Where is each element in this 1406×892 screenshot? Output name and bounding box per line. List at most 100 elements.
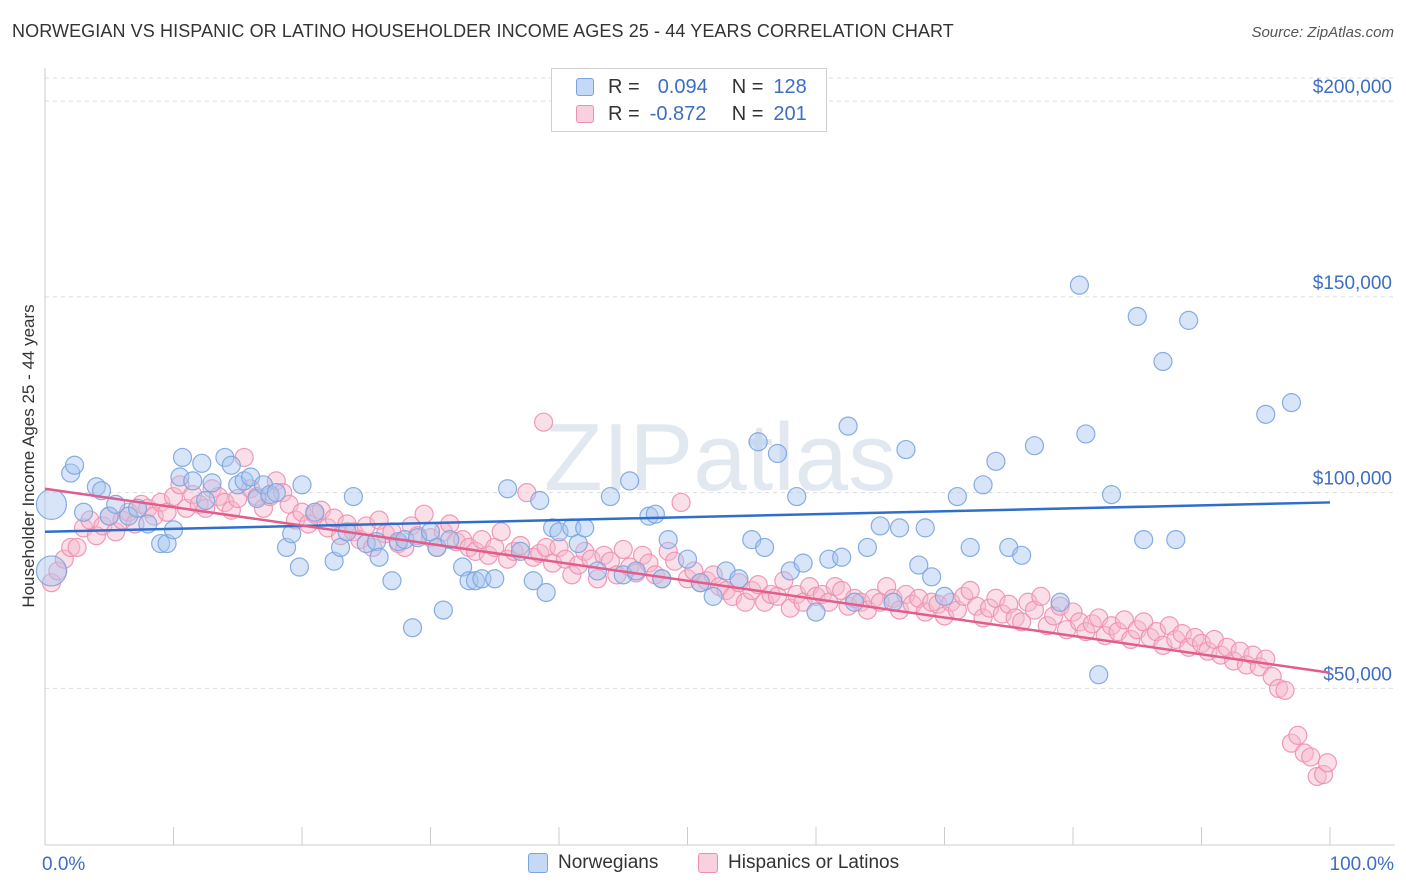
norwegian-point <box>1153 351 1173 372</box>
norwegian-point <box>1024 436 1045 456</box>
series-legend: Norwegians Hispanics or Latinos <box>0 852 1406 878</box>
hispanic-point <box>228 488 248 509</box>
norwegian-point <box>305 502 325 522</box>
norwegian-point <box>172 447 193 468</box>
hispanic-point <box>215 492 235 513</box>
norwegian-point <box>266 483 286 503</box>
norwegian-point <box>498 479 518 499</box>
norwegian-point <box>99 506 119 526</box>
legend-swatch-blue <box>576 78 594 96</box>
hispanic-point <box>61 537 81 558</box>
hispanic-point <box>54 549 74 569</box>
norwegian-point <box>402 618 423 638</box>
source-label: Source: ZipAtlas.com <box>1251 24 1394 41</box>
norwegian-point <box>922 567 942 587</box>
hispanic-point <box>684 561 704 581</box>
legend-item-hispanics[interactable]: Hispanics or Latinos <box>698 852 899 874</box>
hispanic-point <box>1031 586 1051 606</box>
norwegian-point <box>973 475 993 495</box>
hispanic-point <box>170 475 190 495</box>
norwegian-point <box>1281 393 1302 413</box>
trend-line-norwegians <box>44 501 1331 534</box>
norwegian-point <box>1166 530 1186 550</box>
norwegian-point <box>729 569 749 589</box>
norwegian-point <box>1050 592 1070 612</box>
norwegian-point <box>677 549 698 569</box>
norwegian-point <box>915 518 935 538</box>
norwegian-point <box>289 557 310 577</box>
hispanic-point <box>613 539 633 560</box>
hispanic-point <box>1275 680 1295 700</box>
norwegian-point <box>844 592 865 612</box>
hispanic-point <box>1301 747 1321 767</box>
hispanic-point <box>1317 753 1338 773</box>
norwegian-point <box>221 455 241 475</box>
hispanic-point <box>549 537 569 558</box>
legend-swatch-pink <box>698 853 718 873</box>
norwegian-point <box>620 471 640 491</box>
norwegian-point <box>382 571 402 591</box>
legend-swatch-blue <box>528 853 548 873</box>
hispanic-point <box>1281 733 1302 753</box>
legend-swatch-pink <box>576 105 594 123</box>
norwegian-point <box>787 486 807 507</box>
series-hispanics-points <box>41 412 1338 787</box>
norwegian-point <box>626 561 646 581</box>
hispanic-point <box>671 492 691 513</box>
norwegian-point <box>960 537 980 558</box>
hispanic-point <box>1288 725 1308 745</box>
norwegian-point <box>748 432 768 452</box>
r-label: R = <box>608 102 640 125</box>
norwegian-point <box>536 582 556 603</box>
norwegian-point <box>1069 275 1090 295</box>
n-value-hispanics: 201 <box>773 102 807 125</box>
norwegian-point <box>870 516 890 536</box>
hispanic-point <box>533 412 554 432</box>
norwegian-point <box>215 447 235 468</box>
norwegian-point <box>151 533 171 554</box>
norwegian-point <box>35 555 68 587</box>
norwegian-point <box>703 586 723 606</box>
norwegian-point <box>754 537 775 558</box>
norwegian-point <box>934 586 955 606</box>
r-value-hispanics: -0.872 <box>649 102 707 125</box>
hispanic-point <box>581 549 601 569</box>
norwegian-point <box>73 502 94 522</box>
norwegian-point <box>440 530 460 550</box>
r-label: R = <box>608 75 640 98</box>
y-tick-label: $50,000 <box>1323 664 1392 685</box>
tick-labels: $50,000 $100,000 $150,000 $200,000 0.0% 100.0… <box>42 77 1394 875</box>
norwegian-point <box>575 518 595 538</box>
legend-item-norwegians[interactable]: Norwegians <box>528 852 658 874</box>
n-label: N = <box>731 75 764 98</box>
norwegian-point <box>485 569 505 589</box>
hispanic-point <box>202 479 222 499</box>
norwegian-point <box>202 473 222 493</box>
norwegian-point <box>793 553 813 573</box>
hispanic-point <box>1037 616 1057 636</box>
norwegian-point <box>889 518 910 538</box>
stats-legend: R = 0.094 N = 128 R = -0.872 N = 201 <box>551 68 827 132</box>
norwegian-point <box>587 561 608 581</box>
norwegian-point <box>1134 530 1154 550</box>
x-tick-label: 0.0% <box>42 854 85 875</box>
hispanic-point <box>510 535 531 556</box>
norwegian-point <box>658 530 678 550</box>
hispanic-point <box>774 571 794 591</box>
legend-label-hispanics: Hispanics or Latinos <box>728 852 900 873</box>
hispanic-point <box>1114 610 1135 630</box>
legend-row-hispanics: R = -0.872 N = 201 <box>576 101 807 127</box>
norwegian-point <box>767 443 788 464</box>
norwegian-point <box>549 522 569 542</box>
norwegian-point <box>947 486 967 507</box>
trend-line-hispanics <box>44 487 1331 674</box>
hispanic-point <box>414 504 434 524</box>
norwegian-point <box>183 471 203 491</box>
norwegian-point <box>523 571 543 591</box>
norwegian-point <box>1256 404 1276 424</box>
n-label: N = <box>731 102 764 125</box>
norwegian-point <box>986 451 1006 471</box>
legend-row-norwegians: R = 0.094 N = 128 <box>576 74 807 100</box>
norwegian-point <box>192 453 212 473</box>
r-value-norwegians: 0.094 <box>657 75 708 98</box>
